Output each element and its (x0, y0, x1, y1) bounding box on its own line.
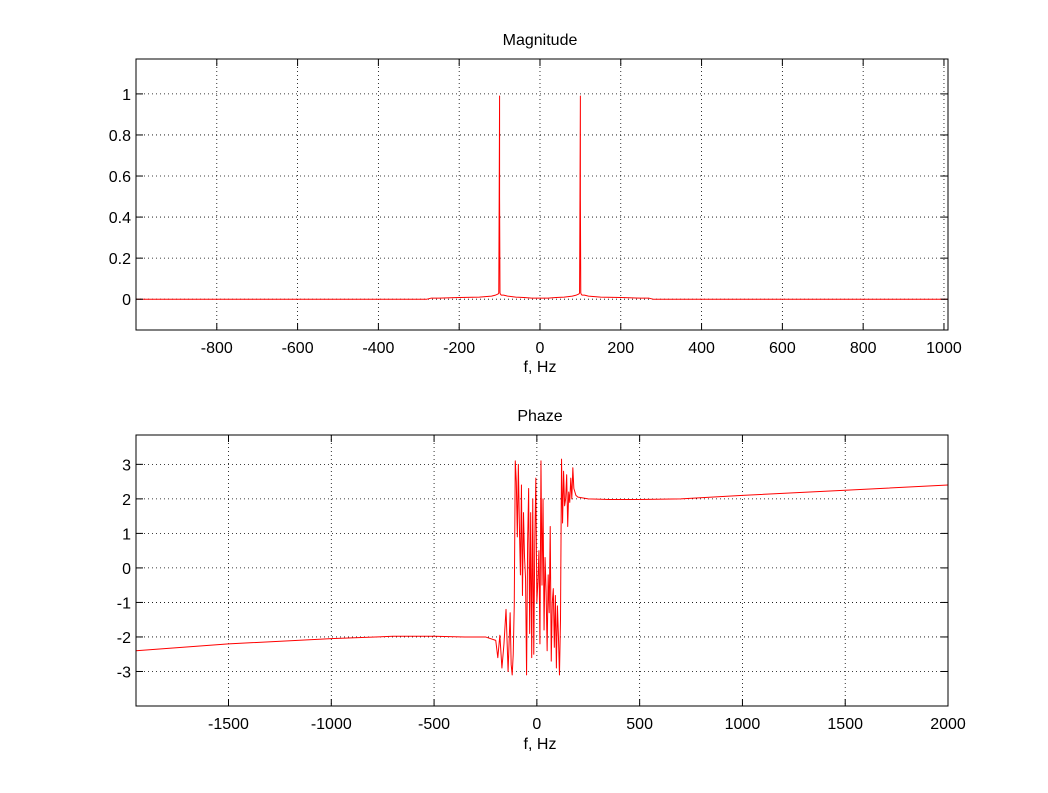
phase-x-tick-label: -500 (418, 716, 450, 733)
magnitude-x-tick-label: 0 (536, 340, 545, 357)
magnitude-axes-frame (135, 58, 949, 331)
magnitude-title: Magnitude (503, 32, 578, 49)
magnitude-x-tick-label: 400 (688, 340, 715, 357)
magnitude-series-line (136, 95, 948, 300)
phase-y-tick-label: -1 (117, 595, 131, 612)
phase-y-tick-label: -3 (117, 664, 131, 681)
phase-series-line (135, 458, 949, 676)
phase-y-tick-label: -2 (117, 630, 131, 647)
magnitude-x-tick-label: 1000 (926, 340, 962, 357)
phase-x-axis-label: f, Hz (524, 736, 557, 753)
phase-y-tick-label: 0 (122, 561, 131, 578)
magnitude-x-tick-label: 200 (607, 340, 634, 357)
phase-axes-frame (135, 434, 949, 707)
phase-y-tick-label: 1 (122, 526, 131, 543)
magnitude-y-tick-label: 0.6 (109, 169, 131, 186)
magnitude-plot: Magnitude f, Hz -800 -600 -400 -200 0 200 400 6… (109, 32, 962, 376)
magnitude-x-tick-label: -600 (282, 340, 314, 357)
magnitude-axes-background (136, 59, 948, 330)
phase-x-tick-label: 0 (532, 716, 541, 733)
magnitude-x-tick-label: -200 (443, 340, 475, 357)
phase-x-tick-label: 2000 (930, 716, 966, 733)
magnitude-x-tick-label: -800 (201, 340, 233, 357)
phase-plot: Phaze f, Hz -1500 -1000 -500 0 500 1000 1500 20… (117, 408, 966, 753)
magnitude-x-tick-label: -400 (362, 340, 394, 357)
phase-x-tick-label: -1000 (311, 716, 352, 733)
magnitude-y-tick-label: 0 (122, 292, 131, 309)
phase-x-tick-label: 1000 (725, 716, 761, 733)
phase-x-tick-label: 500 (626, 716, 653, 733)
magnitude-x-tick-label: 600 (769, 340, 796, 357)
phase-x-tick-label: 1500 (827, 716, 863, 733)
phase-y-tick-label: 3 (122, 457, 131, 474)
phase-x-tick-label: -1500 (208, 716, 249, 733)
magnitude-y-tick-label: 0.8 (109, 128, 131, 145)
magnitude-x-axis-label: f, Hz (524, 359, 557, 376)
magnitude-y-tick-label: 0.2 (109, 251, 131, 268)
phase-y-tick-label: 2 (122, 492, 131, 509)
magnitude-x-tick-label: 800 (850, 340, 877, 357)
magnitude-y-tick-label: 0.4 (109, 210, 131, 227)
magnitude-y-tick-label: 1 (122, 87, 131, 104)
phase-title: Phaze (517, 408, 562, 425)
